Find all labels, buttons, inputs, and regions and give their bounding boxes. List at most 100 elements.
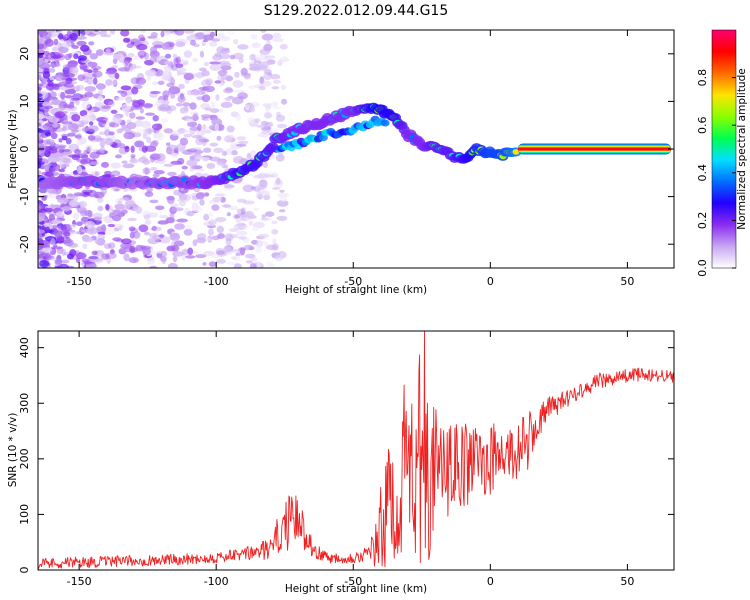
- heatmap-noise-cell: [64, 95, 74, 99]
- heatmap-noise-cell: [275, 177, 281, 185]
- heatmap-noise-cell: [121, 104, 132, 112]
- y-tick-label: -10: [18, 188, 31, 206]
- heatmap-noise-cell: [133, 231, 141, 239]
- heatmap-noise-cell: [65, 138, 72, 145]
- heatmap-noise-cell: [145, 69, 157, 77]
- heatmap-noise-cell: [160, 117, 169, 123]
- heatmap-noise-cell: [51, 219, 63, 225]
- heatmap-noise-cell: [138, 156, 149, 163]
- heatmap-noise-cell: [155, 153, 166, 162]
- heatmap-noise-cell: [264, 108, 270, 113]
- heatmap-noise-cell: [88, 41, 95, 46]
- heatmap-noise-cell: [42, 51, 50, 56]
- heatmap-noise-cell: [38, 229, 45, 234]
- heatmap-noise-cell: [248, 246, 255, 251]
- heatmap-noise-cell: [203, 34, 214, 41]
- heatmap-noise-cell: [76, 221, 83, 226]
- heatmap-noise-cell: [80, 44, 90, 52]
- heatmap-noise-cell: [43, 105, 54, 109]
- heatmap-noise-cell: [216, 225, 224, 233]
- x-tick-label: -150: [67, 575, 92, 588]
- heatmap-noise-cell: [84, 157, 92, 164]
- heatmap-noise-cell: [51, 99, 62, 105]
- heatmap-noise-cell: [259, 76, 265, 84]
- heatmap-noise-cell: [166, 144, 179, 150]
- heatmap-noise-cell: [57, 197, 69, 204]
- heatmap-noise-cell: [134, 207, 143, 213]
- heatmap-noise-cell: [104, 129, 111, 137]
- heatmap-noise-cell: [175, 56, 181, 64]
- heatmap-noise-cell: [142, 167, 151, 175]
- heatmap-noise-cell: [95, 49, 104, 56]
- heatmap-noise-cell: [203, 61, 210, 67]
- heatmap-noise-cell: [144, 219, 152, 225]
- heatmap-noise-cell: [171, 153, 179, 158]
- heatmap-noise-cell: [86, 78, 94, 85]
- heatmap-noise-cell: [38, 142, 45, 148]
- heatmap-noise-cell: [64, 72, 75, 78]
- heatmap-noise-cell: [201, 79, 212, 87]
- heatmap-noise-cell: [58, 33, 64, 40]
- heatmap-noise-cell: [149, 199, 159, 204]
- snr-series-line: [38, 331, 674, 569]
- heatmap-noise-cell: [166, 195, 175, 201]
- heatmap-noise-cell: [108, 242, 116, 249]
- heatmap-noise-cell: [245, 260, 253, 264]
- heatmap-noise-cell: [277, 193, 290, 198]
- heatmap-noise-cell: [259, 61, 271, 67]
- heatmap-noise-cell: [80, 94, 87, 98]
- heatmap-noise-cell: [240, 67, 248, 76]
- heatmap-noise-cell: [127, 217, 137, 222]
- heatmap-noise-cell: [62, 122, 73, 131]
- heatmap-noise-cell: [103, 215, 115, 224]
- heatmap-noise-cell: [92, 212, 103, 218]
- heatmap-noise-cell: [53, 38, 59, 45]
- heatmap-ridge-cell: [380, 119, 390, 127]
- heatmap-noise-cell: [62, 163, 70, 168]
- heatmap-noise-cell: [163, 128, 173, 134]
- heatmap-noise-cell: [73, 149, 82, 155]
- heatmap-noise-cell: [251, 226, 259, 231]
- heatmap-noise-cell: [50, 238, 56, 246]
- heatmap-noise-cell: [212, 196, 223, 202]
- heatmap-noise-cell: [248, 245, 254, 249]
- heatmap-noise-cell: [263, 43, 273, 52]
- heatmap-noise-cell: [178, 59, 189, 64]
- heatmap-noise-cell: [128, 226, 136, 232]
- heatmap-noise-cell: [181, 165, 188, 170]
- heatmap-noise-cell: [235, 252, 241, 256]
- heatmap-noise-cell: [176, 198, 189, 203]
- heatmap-noise-cell: [38, 49, 45, 54]
- heatmap-noise-cell: [195, 192, 205, 200]
- heatmap-noise-cell: [204, 192, 210, 197]
- heatmap-noise-cell: [187, 89, 194, 96]
- heatmap-noise-cell: [62, 40, 72, 48]
- heatmap-noise-cell: [270, 74, 281, 80]
- heatmap-noise-cell: [272, 37, 284, 43]
- heatmap-noise-cell: [71, 88, 76, 95]
- heatmap-noise-cell: [52, 83, 60, 90]
- heatmap-noise-cell: [148, 232, 157, 239]
- heatmap-noise-cell: [208, 261, 217, 267]
- heatmap-noise-cell: [38, 225, 42, 229]
- heatmap-noise-cell: [249, 63, 260, 68]
- heatmap-noise-cell: [206, 162, 216, 169]
- snr-panel: -150 -100 -50 0 50 0 100 200 300 400 Height of st…: [7, 330, 675, 595]
- snr-frame: [37, 330, 675, 571]
- heatmap-noise-cell: [142, 131, 148, 140]
- heatmap-noise-cell: [38, 208, 48, 213]
- heatmap-ridge-cell: [267, 141, 279, 151]
- heatmap-noise-cell: [203, 147, 212, 153]
- heatmap-noise-cell: [144, 231, 150, 236]
- heatmap-noise-cell: [201, 70, 210, 77]
- heatmap-noise-cell: [216, 159, 227, 166]
- heatmap-noise-cell: [141, 145, 148, 153]
- heatmap-noise-cell: [237, 140, 249, 144]
- heatmap-noise-cell: [142, 247, 151, 256]
- heatmap-noise-cell: [150, 140, 158, 148]
- heatmap-noise-cell: [68, 53, 73, 58]
- x-tick-label: 50: [620, 275, 634, 288]
- heatmap-noise-cell: [258, 189, 270, 198]
- heatmap-noise-cell: [84, 86, 96, 92]
